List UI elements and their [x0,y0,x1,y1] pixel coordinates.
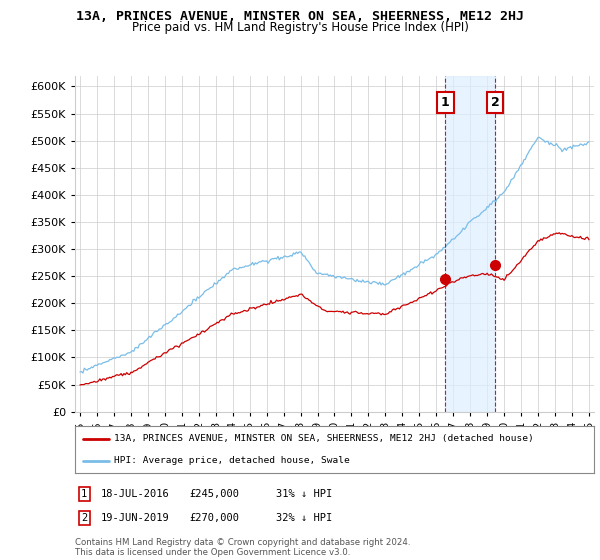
Text: HPI: Average price, detached house, Swale: HPI: Average price, detached house, Swal… [114,456,350,465]
Text: Price paid vs. HM Land Registry's House Price Index (HPI): Price paid vs. HM Land Registry's House … [131,21,469,34]
Text: 19-JUN-2019: 19-JUN-2019 [101,513,170,523]
Text: 2: 2 [81,513,87,523]
Text: £270,000: £270,000 [189,513,239,523]
Text: 31% ↓ HPI: 31% ↓ HPI [276,489,332,499]
Text: Contains HM Land Registry data © Crown copyright and database right 2024.
This d: Contains HM Land Registry data © Crown c… [75,538,410,557]
Text: 1: 1 [441,96,450,109]
Bar [445,76,495,412]
Text: 13A, PRINCES AVENUE, MINSTER ON SEA, SHEERNESS, ME12 2HJ: 13A, PRINCES AVENUE, MINSTER ON SEA, SHE… [76,10,524,23]
Text: 1: 1 [81,489,87,499]
Text: 13A, PRINCES AVENUE, MINSTER ON SEA, SHEERNESS, ME12 2HJ (detached house): 13A, PRINCES AVENUE, MINSTER ON SEA, SHE… [114,435,533,444]
Text: £245,000: £245,000 [189,489,239,499]
Text: 32% ↓ HPI: 32% ↓ HPI [276,513,332,523]
Text: 2: 2 [491,96,499,109]
Text: 18-JUL-2016: 18-JUL-2016 [101,489,170,499]
